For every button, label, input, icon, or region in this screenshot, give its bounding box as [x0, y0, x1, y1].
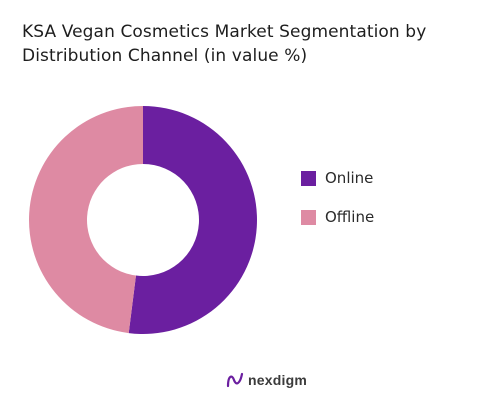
legend-label-online: Online — [325, 169, 374, 187]
donut-slice-offline — [28, 106, 144, 334]
legend-item-offline: Offline — [301, 205, 374, 229]
donut-slice-online — [128, 106, 257, 334]
brand-logo: nexdigm — [226, 372, 307, 388]
chart-title: KSA Vegan Cosmetics Market Segmentation … — [22, 22, 427, 66]
legend-item-online: Online — [301, 166, 374, 190]
brand-name: nexdigm — [248, 372, 307, 388]
legend-label-offline: Offline — [325, 208, 375, 226]
chart-legend: Online Offline — [301, 166, 374, 244]
nexdigm-logo-icon — [226, 372, 244, 388]
legend-swatch-online — [301, 170, 316, 186]
legend-swatch-offline — [301, 209, 316, 225]
